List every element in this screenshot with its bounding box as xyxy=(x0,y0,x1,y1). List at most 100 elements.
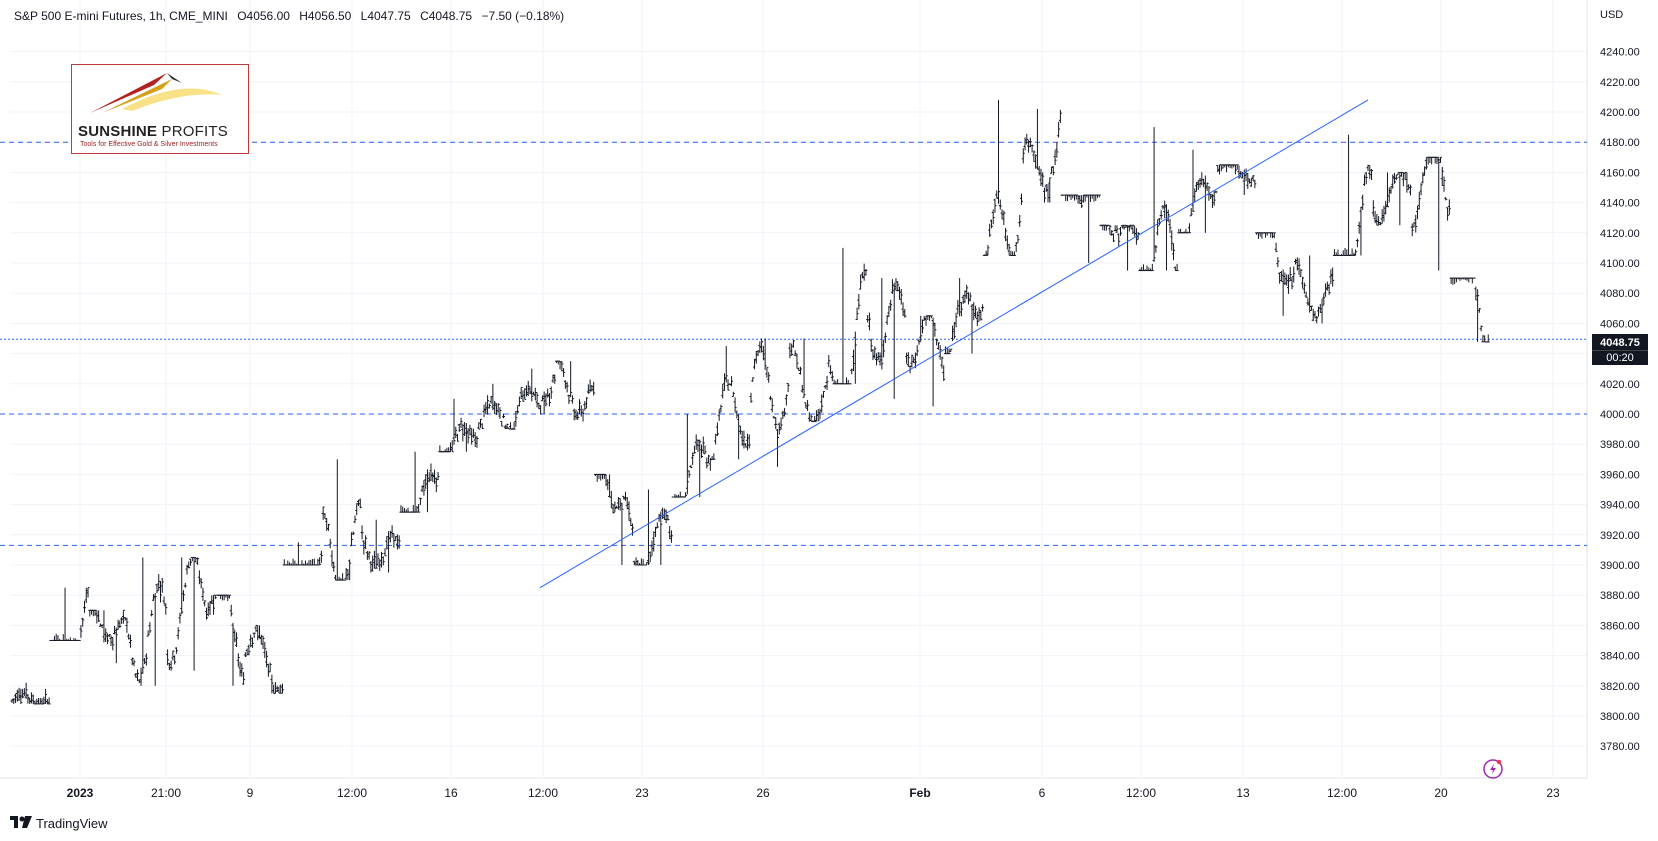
ohlc-bar xyxy=(434,477,438,493)
ohlc-bar xyxy=(1196,180,1200,190)
ohlc-bar xyxy=(609,490,613,509)
ohlc-bar xyxy=(1437,157,1441,271)
y-tick-label: 4240.00 xyxy=(1600,47,1640,59)
last-price-tag: 4048.75 00:20 xyxy=(1592,334,1648,365)
ohlc-bar xyxy=(765,367,769,378)
ohlc-bar xyxy=(31,694,35,704)
ohlc-bar xyxy=(273,682,277,694)
ohlc-bar xyxy=(804,402,808,409)
ohlc-bar xyxy=(696,439,700,452)
ohlc-bar xyxy=(876,351,880,361)
ohlc-bar xyxy=(1214,190,1218,194)
ohlc-bar xyxy=(1111,233,1115,243)
ohlc-bar xyxy=(1306,298,1310,306)
ohlc-bar xyxy=(346,569,350,581)
ohlc-bar xyxy=(201,587,205,601)
ohlc-bar xyxy=(1481,335,1485,343)
symbol-label[interactable]: S&P 500 E-mini Futures, 1h, CME_MINI xyxy=(14,9,228,23)
ohlc-bar xyxy=(208,601,212,616)
ohlc-bar xyxy=(473,432,477,448)
ohlc-bar xyxy=(613,501,617,513)
ohlc-bar xyxy=(1401,172,1405,187)
ohlc-bar xyxy=(229,604,233,617)
ohlc-bar xyxy=(797,367,801,371)
ohlc-bar xyxy=(823,385,827,389)
trendline[interactable] xyxy=(539,99,1369,589)
ohlc-bar xyxy=(1433,156,1437,164)
ohlc-bar xyxy=(852,349,856,371)
ohlc-bar xyxy=(433,469,437,484)
ohlc-bar xyxy=(669,530,673,543)
ohlc-bar xyxy=(256,625,260,641)
ohlc-bar xyxy=(166,649,170,666)
ohlc-bar xyxy=(227,594,231,599)
ohlc-bar xyxy=(303,560,307,566)
chart-legend-header: S&P 500 E-mini Futures, 1h, CME_MINI O40… xyxy=(14,9,570,23)
ohlc-bar xyxy=(1014,242,1018,253)
ohlc-bar xyxy=(249,634,253,648)
ohlc-bar xyxy=(1019,193,1023,205)
ohlc-bar xyxy=(1058,109,1062,123)
ohlc-bar xyxy=(1210,194,1214,208)
tradingview-footer[interactable]: TradingView xyxy=(10,816,108,831)
y-tick-label: 4120.00 xyxy=(1600,228,1640,240)
ohlc-bar xyxy=(402,508,406,513)
ohlc-bar xyxy=(385,536,389,550)
ohlc-bar xyxy=(270,674,274,694)
ohlc-bar xyxy=(471,428,475,438)
ohlc-bar xyxy=(268,662,272,673)
y-axis[interactable]: 3780.00 3800.00 3820.00 3840.00 3860.00 3880.… xyxy=(1600,47,1640,754)
ohlc-bar xyxy=(535,392,539,408)
ohlc-bar xyxy=(1233,164,1237,175)
ohlc-bar xyxy=(88,609,92,617)
ohlc-bar xyxy=(793,350,797,356)
ohlc-bar xyxy=(747,434,751,449)
ohlc-bar xyxy=(367,551,371,560)
open-value: O4056.00 xyxy=(237,9,290,23)
logo-swoosh-icon xyxy=(90,73,222,113)
ohlc-bar xyxy=(722,373,726,391)
ohlc-bar xyxy=(243,652,247,657)
ohlc-bar xyxy=(1050,166,1054,174)
ohlc-bar xyxy=(1037,166,1041,176)
ohlc-bar xyxy=(61,634,65,641)
ohlc-bar xyxy=(998,199,1002,210)
ohlc-bar xyxy=(118,620,122,629)
ohlc-bar xyxy=(786,383,790,393)
lightning-icon[interactable] xyxy=(1483,759,1503,779)
ohlc-bar xyxy=(648,551,652,563)
ohlc-bar xyxy=(1021,148,1025,164)
ohlc-bar xyxy=(120,617,124,624)
ohlc-bar xyxy=(772,416,776,419)
ohlc-bar xyxy=(84,587,88,604)
ohlc-bar xyxy=(689,464,693,469)
ohlc-bar xyxy=(1012,251,1016,256)
ohlc-bar xyxy=(438,445,442,453)
ohlc-bar xyxy=(348,559,352,581)
ohlc-bar xyxy=(123,616,127,621)
ohlc-bar xyxy=(1276,257,1280,268)
ohlc-bar xyxy=(600,473,604,480)
x-axis[interactable]: 2023 21:00 9 12:00 16 12:00 23 26 Feb 6 12:00 13 12:… xyxy=(67,786,1560,800)
ohlc-bar xyxy=(625,497,629,510)
ohlc-bar xyxy=(542,391,546,414)
ohlc-bar xyxy=(707,454,711,464)
ohlc-bar xyxy=(721,383,725,399)
ohlc-bar xyxy=(1364,171,1368,185)
ohlc-bar xyxy=(335,459,339,581)
ohlc-bar xyxy=(1377,216,1381,226)
ohlc-bar xyxy=(351,531,355,536)
ohlc-bar xyxy=(464,422,468,452)
ohlc-bar xyxy=(919,315,923,342)
ohlc-bar xyxy=(652,531,656,552)
ohlc-bar xyxy=(26,694,30,704)
ohlc-bar xyxy=(578,399,582,415)
ohlc-bar xyxy=(1027,140,1031,153)
ohlc-bar xyxy=(1416,205,1420,220)
x-tick-label: 6 xyxy=(1039,786,1046,800)
x-tick-label: 2023 xyxy=(67,786,94,800)
currency-label[interactable]: USD xyxy=(1600,9,1624,21)
ohlc-bar xyxy=(590,385,594,392)
ohlc-bar xyxy=(517,396,521,407)
